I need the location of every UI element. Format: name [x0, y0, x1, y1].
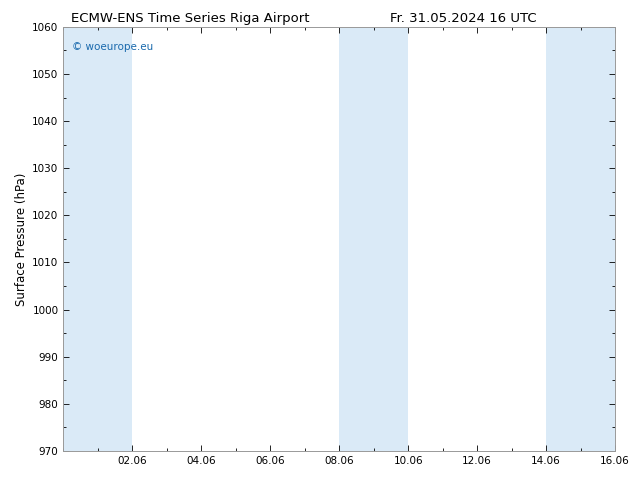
Text: ECMW-ENS Time Series Riga Airport: ECMW-ENS Time Series Riga Airport: [71, 12, 309, 25]
Text: © woeurope.eu: © woeurope.eu: [72, 42, 153, 52]
Bar: [63, 27, 133, 451]
Bar: [339, 27, 408, 451]
Y-axis label: Surface Pressure (hPa): Surface Pressure (hPa): [15, 172, 28, 306]
Text: Fr. 31.05.2024 16 UTC: Fr. 31.05.2024 16 UTC: [389, 12, 536, 25]
Bar: [546, 27, 615, 451]
